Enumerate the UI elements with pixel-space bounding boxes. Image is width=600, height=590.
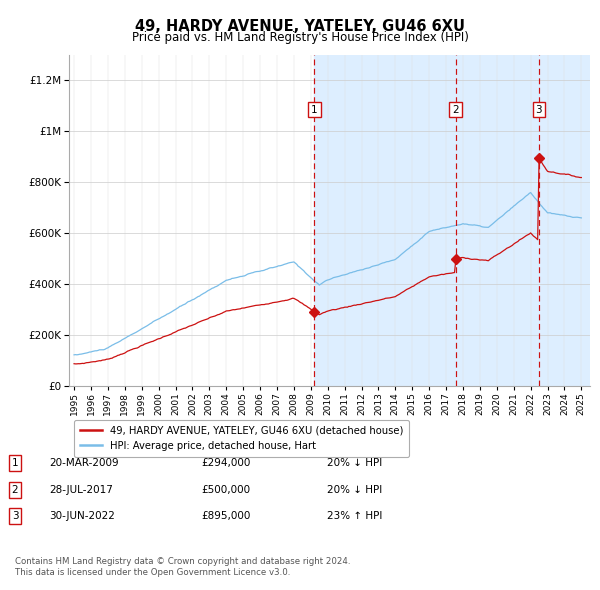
Text: £895,000: £895,000 — [201, 512, 250, 521]
Legend: 49, HARDY AVENUE, YATELEY, GU46 6XU (detached house), HPI: Average price, detach: 49, HARDY AVENUE, YATELEY, GU46 6XU (det… — [74, 419, 409, 457]
Text: 3: 3 — [536, 104, 542, 114]
Text: £294,000: £294,000 — [201, 458, 250, 468]
Text: 20% ↓ HPI: 20% ↓ HPI — [327, 458, 382, 468]
Text: 28-JUL-2017: 28-JUL-2017 — [49, 485, 113, 494]
Text: 20% ↓ HPI: 20% ↓ HPI — [327, 485, 382, 494]
Bar — [314, 55, 590, 386]
Text: This data is licensed under the Open Government Licence v3.0.: This data is licensed under the Open Gov… — [15, 568, 290, 577]
Text: 30-JUN-2022: 30-JUN-2022 — [49, 512, 115, 521]
Text: Contains HM Land Registry data © Crown copyright and database right 2024.: Contains HM Land Registry data © Crown c… — [15, 558, 350, 566]
Text: 2: 2 — [11, 485, 19, 494]
Text: Price paid vs. HM Land Registry's House Price Index (HPI): Price paid vs. HM Land Registry's House … — [131, 31, 469, 44]
Text: 1: 1 — [11, 458, 19, 468]
Text: £500,000: £500,000 — [201, 485, 250, 494]
Text: 3: 3 — [11, 512, 19, 521]
Text: 1: 1 — [311, 104, 317, 114]
Text: 2: 2 — [452, 104, 459, 114]
Text: 20-MAR-2009: 20-MAR-2009 — [49, 458, 119, 468]
Text: 49, HARDY AVENUE, YATELEY, GU46 6XU: 49, HARDY AVENUE, YATELEY, GU46 6XU — [135, 19, 465, 34]
Text: 23% ↑ HPI: 23% ↑ HPI — [327, 512, 382, 521]
